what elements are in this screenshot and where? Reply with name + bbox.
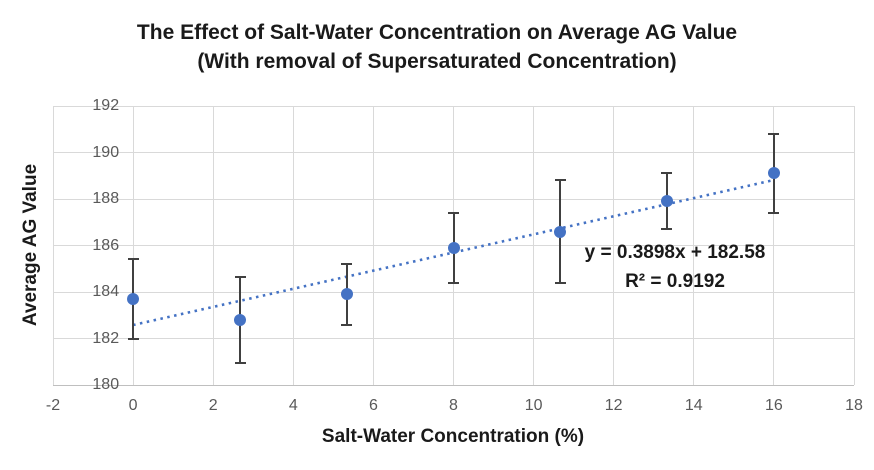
error-bar-cap-bottom <box>768 211 780 214</box>
trendline-equation-box: y = 0.3898x + 182.58 R² = 0.9192 <box>585 238 766 296</box>
gridline-horizontal <box>53 198 854 200</box>
error-bar-cap-top <box>554 179 566 182</box>
trendline-equation: y = 0.3898x + 182.58 <box>584 242 766 263</box>
y-tick-label: 190 <box>92 143 120 161</box>
error-bar-cap-bottom <box>127 337 139 340</box>
data-point <box>767 167 780 180</box>
data-point <box>127 292 140 305</box>
gridline-horizontal <box>53 291 854 293</box>
data-point <box>340 288 353 301</box>
y-axis-title: Average AG Value <box>20 163 41 327</box>
error-bar-cap-top <box>661 172 673 175</box>
error-bar-cap-bottom <box>448 281 459 284</box>
y-tick-label: 188 <box>92 190 120 207</box>
x-tick-label: 8 <box>449 397 458 414</box>
error-bar-cap-bottom <box>554 281 566 284</box>
gridline-horizontal <box>53 105 854 107</box>
data-points <box>53 106 854 385</box>
error-bar-cap-top <box>341 263 353 266</box>
data-point <box>660 195 673 208</box>
y-tick-label: 184 <box>92 283 120 300</box>
chart-subtitle: (With removal of Supersaturated Concentr… <box>197 50 677 73</box>
gridline-horizontal <box>53 338 854 339</box>
y-tick-label: 182 <box>92 329 120 347</box>
error-bar-cap-top <box>127 258 139 261</box>
chart-title: The Effect of Salt-Water Concentration o… <box>136 21 738 44</box>
x-tick-label: -2 <box>45 397 61 414</box>
gridline-vertical <box>853 106 855 385</box>
gridlines <box>52 105 855 386</box>
error-bar-cap-top <box>768 132 780 135</box>
error-bar-cap-top <box>234 275 246 278</box>
error-bar-cap-bottom <box>661 228 673 231</box>
tick-labels: -2 0 2 4 6 8 10 12 14 16 18 180 182 184 186 188 190 192 <box>46 97 863 414</box>
y-tick-label: 180 <box>92 376 120 393</box>
x-tick-label: 16 <box>764 397 783 414</box>
x-tick-label: 12 <box>604 397 623 414</box>
error-bar-cap-top <box>448 211 459 214</box>
x-axis-line <box>53 384 854 386</box>
error-bar-cap-bottom <box>341 323 353 326</box>
r-squared-value: R² = 0.9192 <box>625 271 725 292</box>
x-tick-label: 18 <box>845 397 863 414</box>
data-point <box>554 225 567 238</box>
error-bar-cap-bottom <box>234 361 246 364</box>
gridline-horizontal <box>53 152 854 153</box>
x-tick-label: 4 <box>288 397 298 414</box>
x-tick-label: 10 <box>524 397 543 414</box>
x-tick-label: 0 <box>128 397 138 414</box>
y-tick-label: 186 <box>92 236 120 254</box>
chart-title-block: The Effect of Salt-Water Concentration o… <box>0 18 874 76</box>
x-tick-label: 14 <box>684 397 703 414</box>
data-point <box>447 241 460 254</box>
y-tick-label: 192 <box>92 97 120 114</box>
plot-area: -2 0 2 4 6 8 10 12 14 16 18 180 182 184 186 188 190 192 <box>46 97 863 414</box>
data-point <box>234 313 247 326</box>
x-tick-label: 6 <box>368 397 378 414</box>
x-tick-label: 2 <box>208 397 218 414</box>
x-axis-title: Salt-Water Concentration (%) <box>321 426 585 447</box>
